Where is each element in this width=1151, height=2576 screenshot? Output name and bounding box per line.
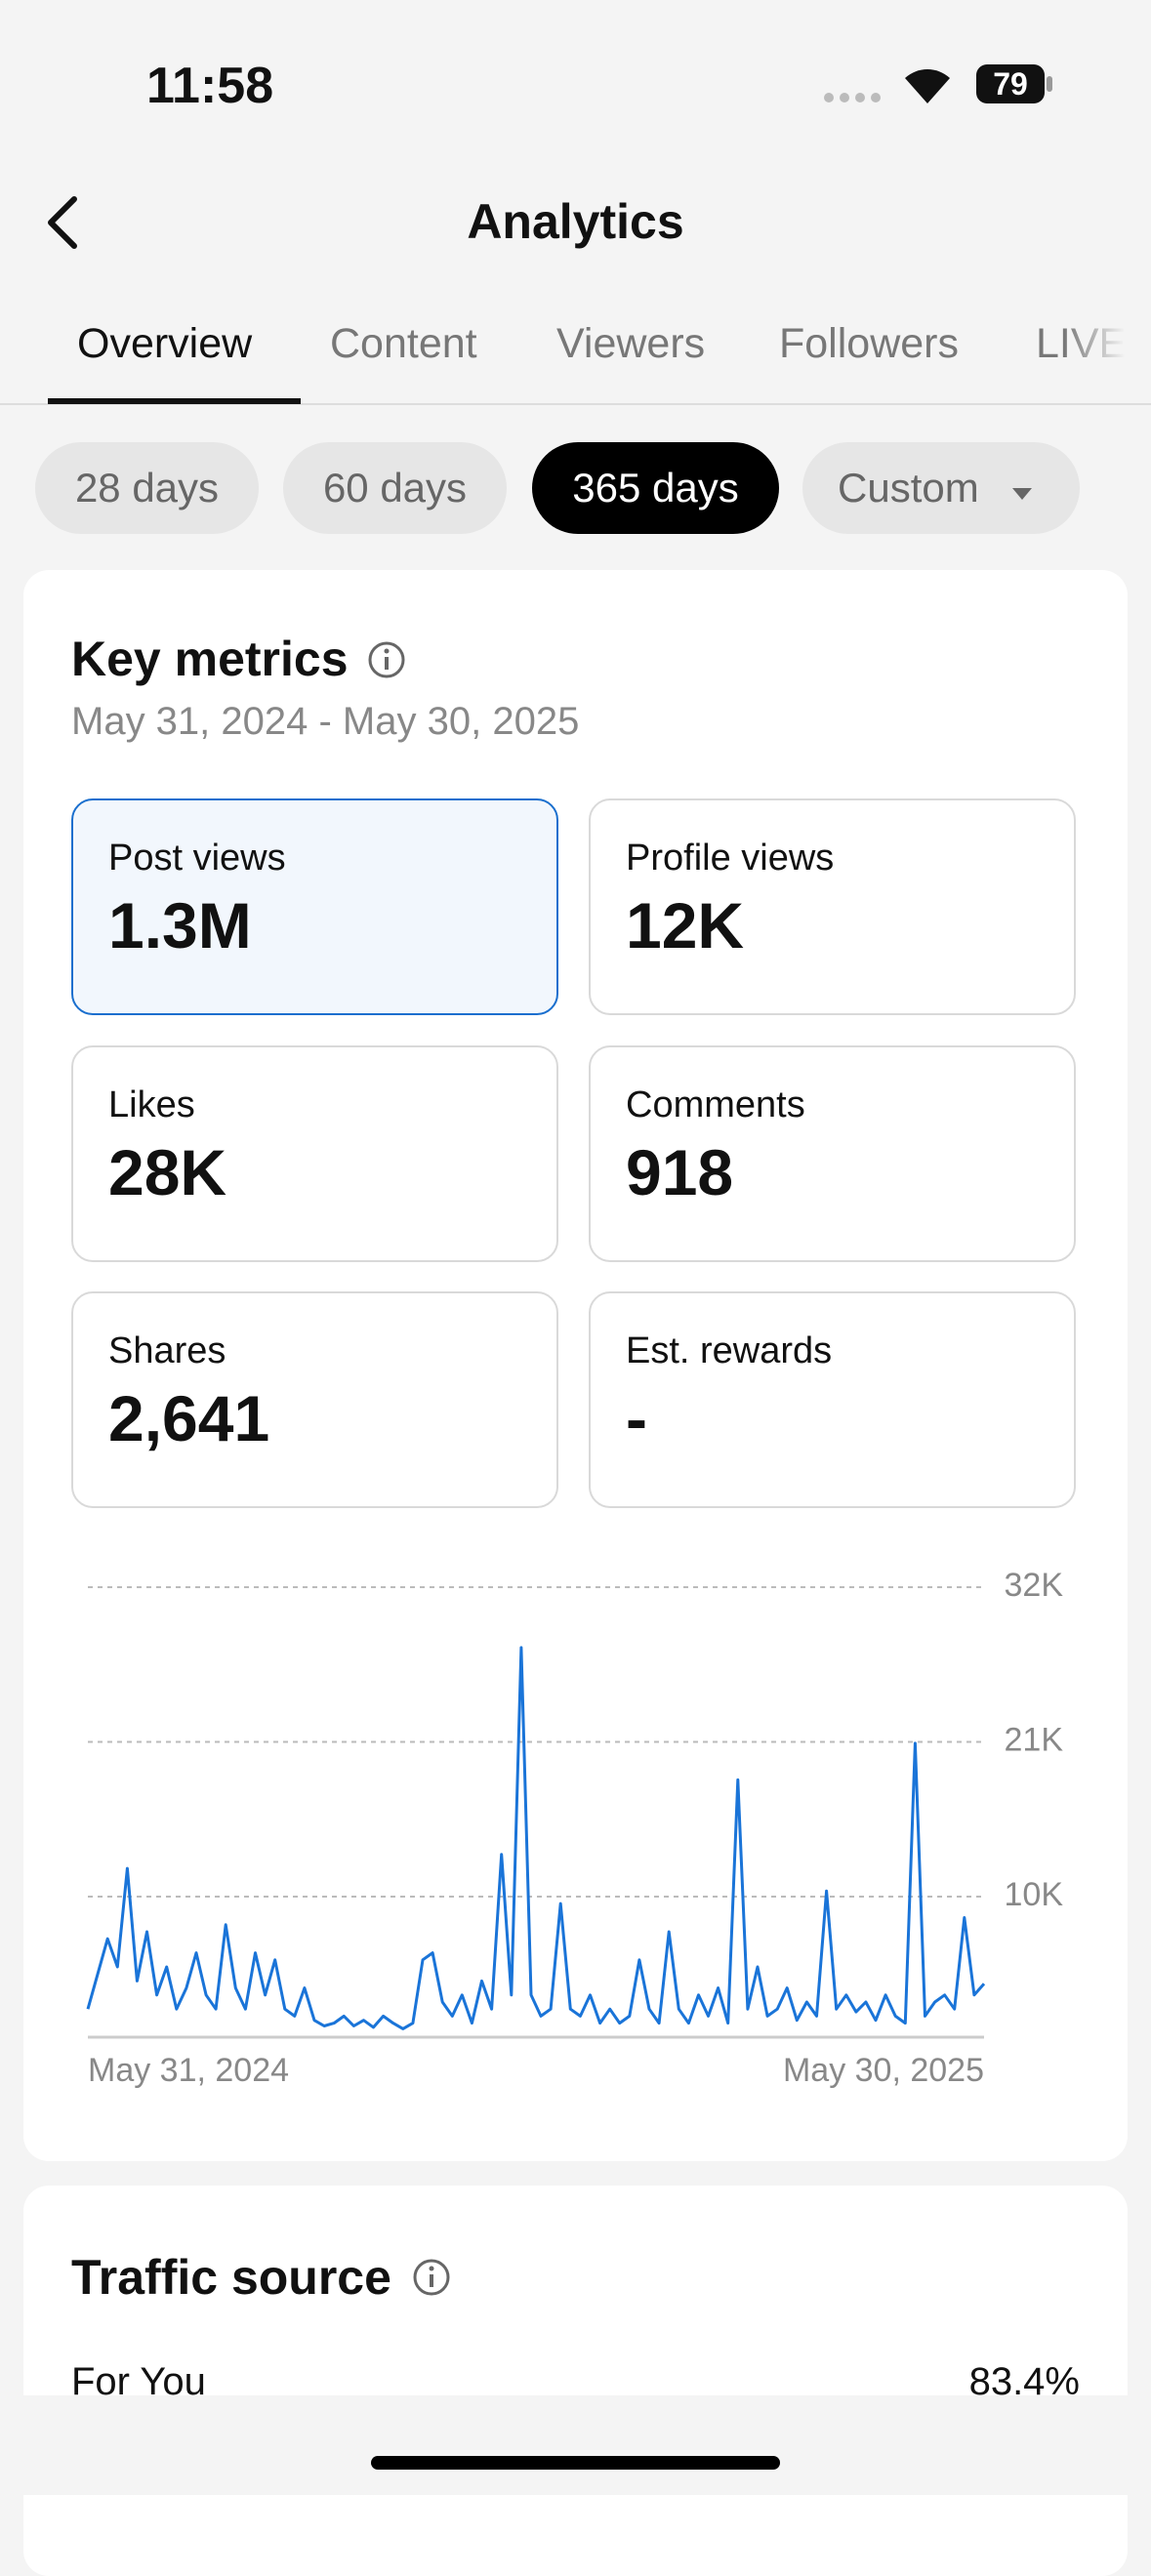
views-chart: 10K 21K 32K May 31, 2024 May 30, 2025 bbox=[86, 1567, 1064, 2089]
tab-divider bbox=[0, 403, 1151, 405]
screen: 11:58 79 Analytics Overview Content View… bbox=[0, 58, 1151, 2576]
range-pill[interactable]: 365 days bbox=[532, 442, 779, 534]
metric-tile[interactable]: Comments 918 bbox=[589, 1045, 1076, 1262]
metric-label: Est. rewards bbox=[626, 1330, 833, 1371]
tab[interactable]: Overview bbox=[77, 320, 253, 367]
x-tick-label: May 30, 2025 bbox=[783, 2052, 984, 2089]
info-icon[interactable] bbox=[366, 639, 407, 680]
line bbox=[86, 1646, 986, 2030]
y-tick-label: 21K bbox=[1005, 1721, 1064, 1758]
home-indicator bbox=[371, 2456, 780, 2470]
y-tick-label: 10K bbox=[1005, 1876, 1064, 1913]
battery: 79 bbox=[976, 64, 1045, 103]
range-pill[interactable]: Custom bbox=[802, 442, 1080, 534]
metric-label: Profile views bbox=[626, 838, 835, 879]
section-title: Key metrics bbox=[71, 632, 349, 686]
tab[interactable]: Followers bbox=[779, 320, 959, 367]
metric-value: 1.3M bbox=[108, 889, 252, 961]
tab-fade bbox=[1064, 283, 1151, 400]
metric-value: - bbox=[626, 1382, 647, 1454]
metric-label: Post views bbox=[108, 838, 286, 879]
dropdown-caret bbox=[1011, 488, 1032, 500]
info-icon[interactable] bbox=[411, 2257, 452, 2298]
metric-value: 2,641 bbox=[108, 1382, 270, 1454]
battery-tip bbox=[1047, 76, 1052, 92]
signal bbox=[824, 93, 881, 102]
metric-tile[interactable]: Likes 28K bbox=[71, 1045, 558, 1262]
status-time: 11:58 bbox=[146, 58, 274, 114]
metric-tile[interactable]: Shares 2,641 bbox=[71, 1291, 558, 1508]
y-tick-label: 32K bbox=[1005, 1567, 1064, 1604]
wifi bbox=[905, 69, 950, 103]
metric-value: 28K bbox=[108, 1136, 227, 1208]
metric-label: Comments bbox=[626, 1084, 805, 1125]
bottom-bar bbox=[0, 2395, 1151, 2495]
metric-value: 918 bbox=[626, 1136, 734, 1208]
metric-label: Shares bbox=[108, 1330, 226, 1371]
metric-tile[interactable]: Est. rewards - bbox=[589, 1291, 1076, 1508]
metric-tile[interactable]: Post views 1.3M bbox=[71, 798, 558, 1015]
metric-tile[interactable]: Profile views 12K bbox=[589, 798, 1076, 1015]
tab[interactable]: Viewers bbox=[556, 320, 706, 367]
x-tick-label: May 31, 2024 bbox=[88, 2052, 289, 2089]
range-pill[interactable]: 28 days bbox=[35, 442, 259, 534]
range-label: Custom bbox=[838, 465, 979, 511]
section-title: Traffic source bbox=[71, 2250, 391, 2305]
date-range: May 31, 2024 - May 30, 2025 bbox=[71, 700, 580, 743]
metric-value: 12K bbox=[626, 889, 745, 961]
range-pill[interactable]: 60 days bbox=[283, 442, 507, 534]
page-title: Analytics bbox=[467, 194, 684, 249]
tab-indicator bbox=[48, 398, 301, 404]
tab[interactable]: Content bbox=[330, 320, 477, 367]
back-button[interactable] bbox=[43, 193, 82, 252]
metric-label: Likes bbox=[108, 1084, 195, 1125]
